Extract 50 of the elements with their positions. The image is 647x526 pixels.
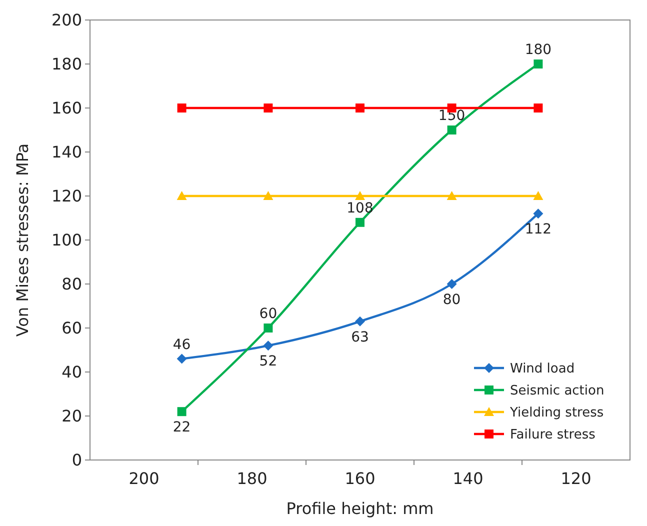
y-tick-label: 100 <box>51 230 82 250</box>
y-tick-label: 20 <box>62 406 82 426</box>
x-tick-label: 200 <box>128 469 160 488</box>
point <box>534 60 543 68</box>
point <box>263 191 274 200</box>
point <box>355 316 365 326</box>
y-tick-label: 140 <box>51 142 82 162</box>
y-tick-label: 200 <box>51 10 82 30</box>
data-label: 63 <box>351 329 369 346</box>
point <box>264 104 273 112</box>
point <box>533 208 544 219</box>
x-tick-label: 140 <box>452 469 484 488</box>
y-tick-label: 120 <box>51 186 82 206</box>
legend-label: Failure stress <box>510 428 596 443</box>
y-axis-title: Von Mises stresses: MPa <box>13 143 32 337</box>
point <box>533 191 544 200</box>
y-tick-label: 40 <box>62 362 82 382</box>
y-tick-label: 180 <box>51 54 82 74</box>
x-tick-label: 120 <box>560 469 592 488</box>
point <box>264 324 273 332</box>
point <box>177 104 186 112</box>
point <box>534 104 543 112</box>
data-label: 60 <box>259 306 278 322</box>
point <box>263 340 274 351</box>
legend-label: Wind load <box>510 362 575 377</box>
legend-label: Yielding stress <box>509 406 604 421</box>
point <box>446 279 457 289</box>
x-tick-label: 160 <box>344 469 376 488</box>
x-axis-title: Profile height: mm <box>286 499 434 518</box>
legend-label: Seismic action <box>510 384 604 399</box>
point <box>176 354 187 364</box>
point <box>355 191 365 200</box>
data-label: 46 <box>172 336 191 353</box>
data-label: 112 <box>524 222 552 238</box>
data-label: 80 <box>442 292 461 308</box>
x-tick-label: 180 <box>236 469 268 488</box>
y-tick-label: 80 <box>62 274 82 294</box>
data-label: 22 <box>172 420 191 436</box>
point <box>176 191 187 200</box>
y-tick-label: 60 <box>62 318 82 338</box>
point <box>356 104 364 112</box>
point <box>446 191 457 200</box>
point <box>447 126 456 134</box>
data-label: 52 <box>259 354 278 370</box>
point <box>356 218 364 227</box>
data-label: 180 <box>524 42 552 58</box>
data-label: 108 <box>346 200 374 216</box>
y-tick-label: 160 <box>51 98 82 118</box>
point <box>177 407 186 416</box>
y-tick-label: 0 <box>72 450 82 470</box>
